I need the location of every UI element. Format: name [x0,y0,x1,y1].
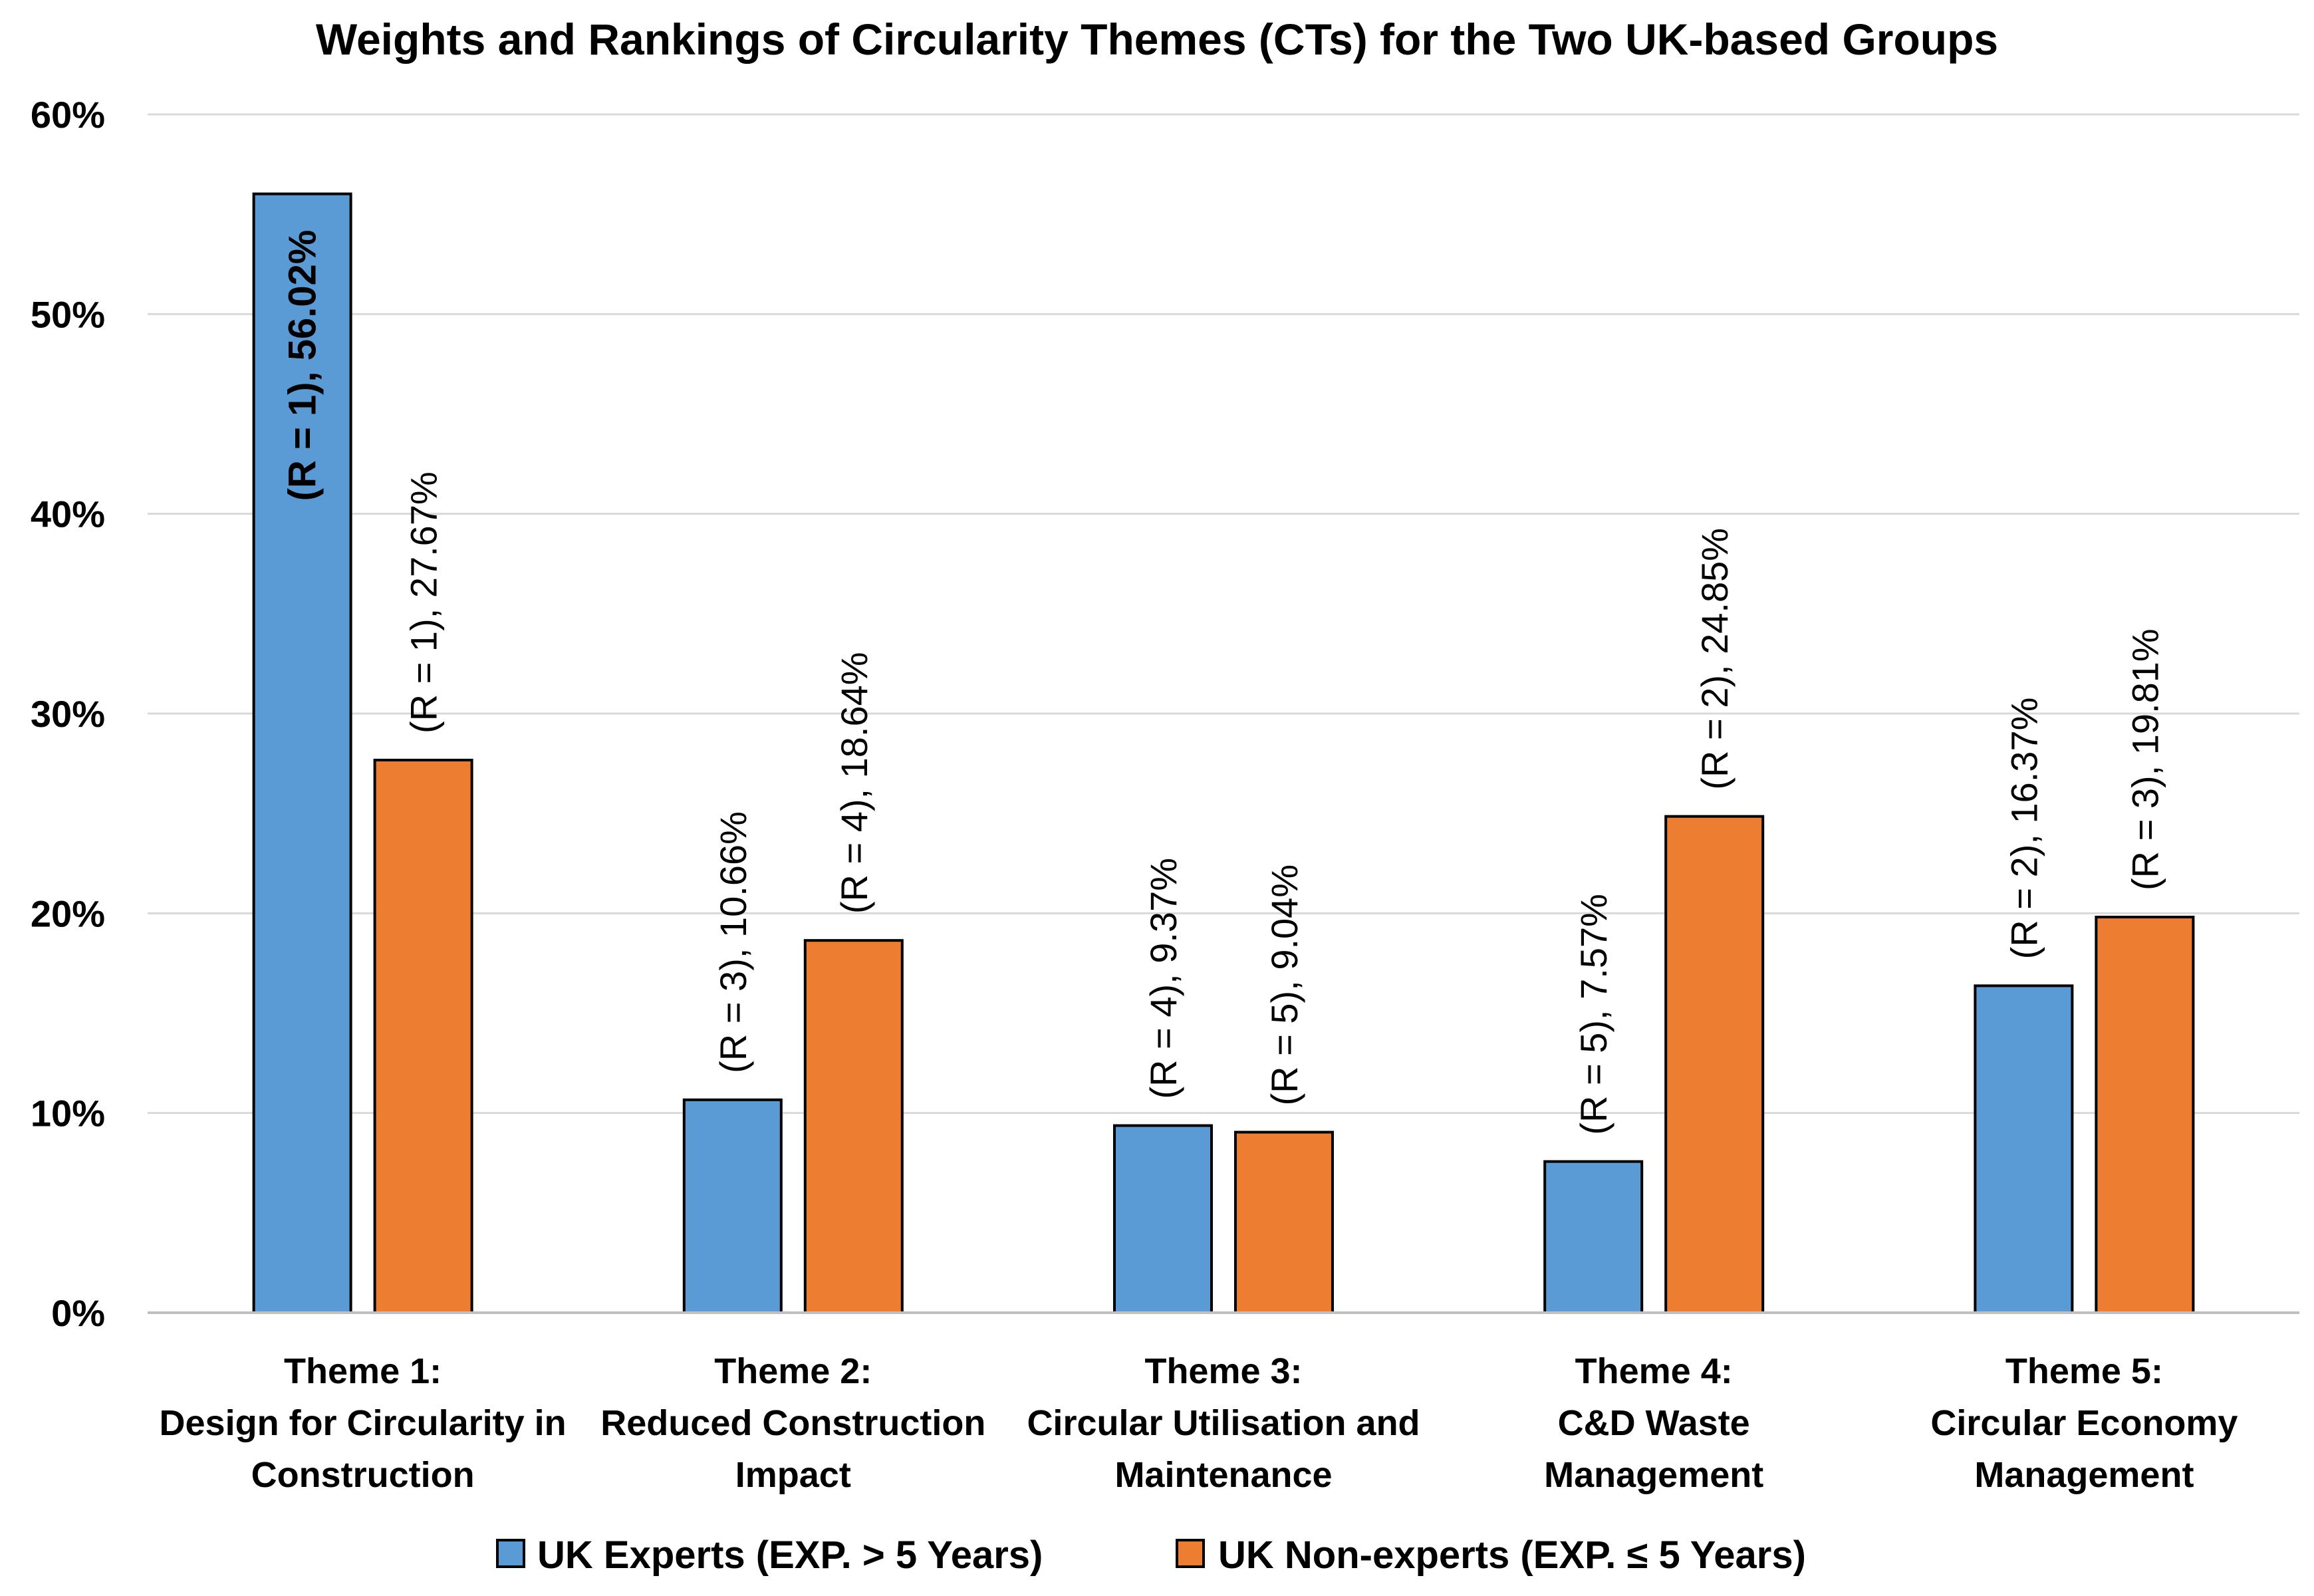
legend-label: UK Experts (EXP. > 5 Years) [537,1533,1043,1577]
data-label: (R = 1), 56.02% [281,230,324,501]
bar [1974,984,2074,1315]
bar-layer [252,192,2195,1315]
bar [1234,1130,1334,1314]
grid-layer [148,113,2299,1115]
data-label: (R = 1), 27.67% [403,471,445,733]
category-label: Theme 5: [2005,1351,2163,1391]
category-label: Management [1544,1455,1763,1495]
category-label: Construction [251,1455,475,1495]
data-label: (R = 5), 7.57% [1573,894,1614,1135]
legend-swatch [1176,1539,1205,1568]
bar [373,758,473,1314]
bar [1543,1160,1644,1315]
category-label: Maintenance [1114,1455,1332,1495]
category-label: Theme 1: [284,1351,442,1391]
bar [682,1098,783,1315]
category-label: Theme 3: [1144,1351,1302,1391]
data-label: (R = 3), 19.81% [2124,628,2166,890]
category-label: Design for Circularity in [160,1403,567,1443]
data-label: (R = 5), 9.04% [1263,864,1305,1106]
y-tick-label: 10% [31,1093,105,1134]
data-label: (R = 2), 16.37% [2003,698,2045,960]
y-tick-label: 40% [31,493,105,535]
y-axis-ticks: 0% 10% 20% 30% 40% 50% 60% [31,94,105,1334]
legend: UK Experts (EXP. > 5 Years) UK Non-expert… [496,1533,1806,1577]
y-tick-label: 20% [31,892,105,934]
y-tick-label: 0% [51,1292,105,1334]
category-label: Theme 4: [1575,1351,1733,1391]
legend-swatch [496,1539,525,1568]
y-tick-label: 50% [31,293,105,335]
data-label: (R = 4), 18.64% [833,652,875,914]
category-label: Theme 2: [714,1351,872,1391]
category-labels: Theme 1: Design for Circularity in Constru… [160,1351,2238,1495]
y-tick-label: 60% [31,94,105,136]
bar [1113,1124,1213,1314]
bar [803,939,904,1315]
data-label-layer: (R = 1), 56.02% (R = 3), 10.66% (R = 4), 9… [281,230,2166,1135]
bar [2095,916,2195,1314]
category-label: Management [1974,1455,2194,1495]
data-label: (R = 2), 24.85% [1694,528,1736,790]
chart-title: Weights and Rankings of Circularity Them… [316,15,1998,64]
category-label: Reduced Construction [600,1403,985,1443]
category-label: Impact [735,1455,851,1495]
bar [1664,815,1765,1314]
legend-label: UK Non-experts (EXP. ≤ 5 Years) [1218,1533,1806,1577]
category-label: Circular Utilisation and [1027,1403,1420,1443]
data-label: (R = 3), 10.66% [712,811,754,1073]
category-label: C&D Waste [1558,1403,1750,1443]
data-label: (R = 4), 9.37% [1142,858,1184,1099]
y-tick-label: 30% [31,693,105,735]
category-label: Circular Economy [1930,1403,2238,1443]
